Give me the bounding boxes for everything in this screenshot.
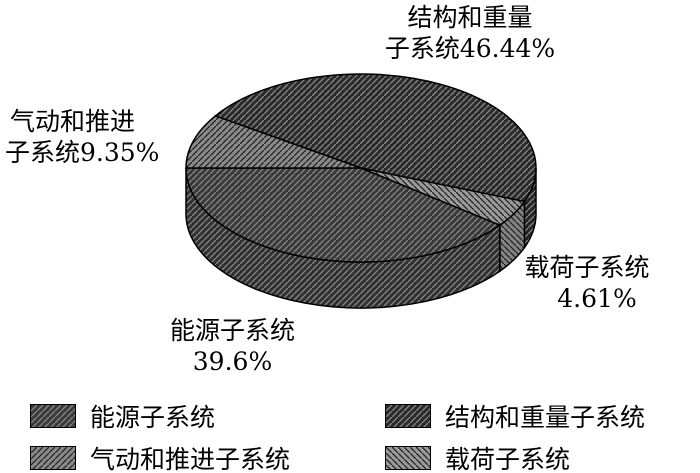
- label-pneumatic: 气动和推进 子系统9.35%: [5, 106, 159, 168]
- label-payload-line2: 4.61%: [557, 284, 637, 313]
- legend-swatch-pneumatic: [30, 446, 76, 470]
- legend-label: 载荷子系统: [445, 445, 571, 473]
- label-energy-line2: 39.6%: [192, 347, 273, 376]
- label-structure: 结构和重量 子系统46.44%: [375, 2, 565, 64]
- label-payload: 载荷子系统 4.61%: [512, 252, 662, 314]
- legend-label: 气动和推进子系统: [90, 445, 291, 473]
- legend-item-pneumatic: 气动和推进子系统: [30, 440, 290, 473]
- label-payload-line1: 载荷子系统: [524, 253, 650, 282]
- legend-item-energy: 能源子系统: [30, 398, 215, 434]
- label-pneumatic-line1: 气动和推进: [10, 107, 136, 136]
- legend-item-payload: 载荷子系统: [385, 440, 570, 473]
- legend-label: 结构和重量子系统: [445, 403, 646, 432]
- legend-item-structure: 结构和重量子系统: [385, 398, 645, 434]
- legend-swatch-energy: [30, 404, 76, 428]
- label-pneumatic-line2: 子系统9.35%: [5, 138, 160, 167]
- label-structure-line1: 结构和重量: [407, 3, 533, 32]
- label-structure-line2: 子系统46.44%: [384, 34, 556, 63]
- pie-slice-2: [213, 73, 537, 203]
- pie-slice-3: [185, 115, 362, 169]
- pie-slice-0: [185, 167, 502, 263]
- legend-swatch-structure: [385, 404, 431, 428]
- legend-swatch-payload: [385, 446, 431, 470]
- label-energy-line1: 能源子系统: [169, 316, 295, 345]
- label-energy: 能源子系统 39.6%: [150, 315, 315, 377]
- legend-label: 能源子系统: [90, 403, 216, 432]
